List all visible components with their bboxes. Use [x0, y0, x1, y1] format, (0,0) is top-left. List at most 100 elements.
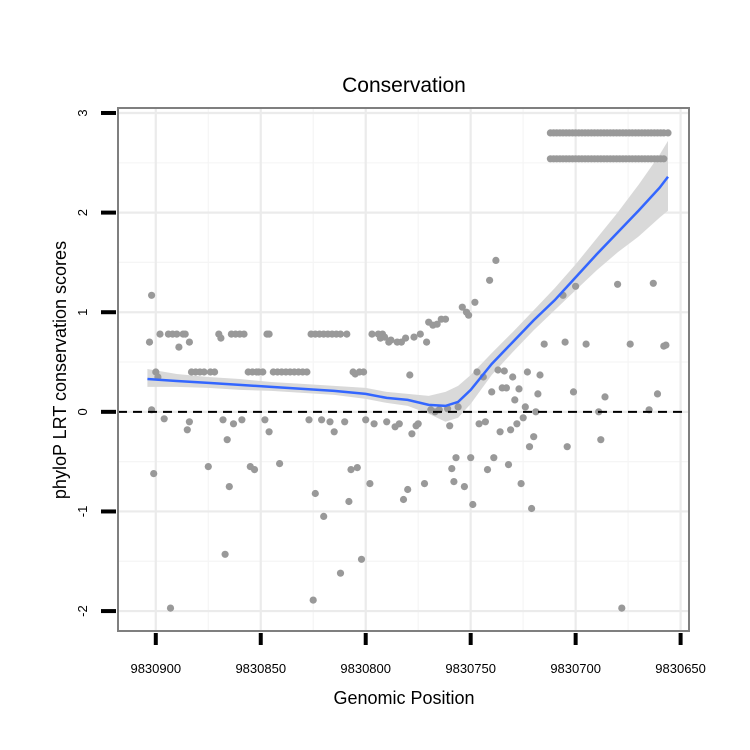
data-point: [347, 466, 355, 474]
data-point: [416, 330, 424, 338]
data-point: [653, 390, 662, 398]
data-point: [597, 436, 605, 444]
data-point: [467, 454, 475, 462]
data-point: [204, 463, 212, 471]
data-point: [326, 418, 334, 426]
data-point: [200, 368, 208, 376]
data-point: [305, 416, 313, 424]
y-tick-label: 1: [75, 309, 90, 316]
data-point: [261, 416, 269, 424]
data-point: [173, 330, 181, 338]
data-point: [223, 436, 231, 444]
data-point: [404, 485, 412, 494]
data-point: [219, 416, 227, 424]
data-point: [450, 478, 458, 486]
data-point: [330, 428, 338, 436]
data-point: [496, 428, 504, 436]
data-point: [469, 500, 477, 509]
smooth-line-group: [147, 175, 669, 408]
data-point: [395, 420, 403, 428]
data-point: [265, 428, 273, 436]
y-tick-label: 2: [75, 209, 90, 216]
y-tick-label: -2: [75, 605, 90, 617]
data-point: [513, 420, 521, 428]
data-point: [166, 604, 175, 612]
data-point: [383, 418, 391, 426]
data-point: [490, 454, 498, 462]
data-point: [238, 416, 246, 424]
data-point: [540, 340, 548, 348]
x-axis: 9830900 9830850 9830800 9830750 9830700 98306…: [130, 633, 706, 676]
data-point: [488, 388, 496, 396]
data-point: [320, 512, 328, 521]
data-point: [353, 464, 361, 472]
data-point: [362, 416, 370, 424]
data-point: [175, 343, 183, 351]
x-tick-label: 9830700: [550, 661, 601, 676]
data-point: [563, 443, 571, 451]
data-point: [534, 390, 542, 398]
confidence-ribbon: [147, 140, 668, 422]
data-point: [345, 497, 353, 506]
chart-title: Conservation: [342, 74, 466, 97]
data-point: [572, 282, 580, 290]
data-point: [569, 388, 578, 396]
data-point: [145, 338, 154, 346]
data-point: [229, 420, 238, 428]
data-point: [433, 320, 441, 328]
data-point: [423, 338, 431, 346]
data-point: [515, 385, 523, 393]
data-point: [481, 418, 489, 426]
data-point: [509, 373, 517, 381]
data-point: [402, 334, 410, 342]
data-point: [360, 368, 368, 376]
smooth-line: [147, 175, 669, 408]
data-point: [662, 341, 670, 349]
data-point: [446, 422, 454, 430]
data-point: [492, 256, 500, 264]
data-point: [410, 333, 418, 341]
data-point: [530, 433, 538, 441]
data-point: [511, 396, 519, 404]
data-point: [343, 330, 351, 338]
data-point: [250, 466, 259, 474]
data-point: [483, 466, 492, 474]
data-point: [528, 504, 536, 513]
data-point: [504, 461, 513, 469]
y-tick-label: -1: [75, 506, 90, 518]
data-point: [649, 279, 657, 287]
data-point: [536, 371, 544, 379]
data-point: [502, 384, 510, 392]
data-point: [181, 330, 189, 338]
data-point: [441, 315, 450, 323]
data-point: [408, 430, 416, 438]
data-point: [148, 291, 156, 299]
data-point: [366, 480, 374, 488]
data-point: [660, 129, 668, 137]
data-point: [217, 334, 225, 342]
data-point: [454, 403, 462, 411]
data-point: [532, 408, 540, 416]
data-point: [486, 276, 494, 284]
data-point: [448, 465, 456, 473]
data-point: [336, 330, 345, 338]
data-point: [221, 550, 229, 558]
data-point: [471, 298, 479, 306]
data-point: [341, 418, 349, 426]
data-point: [150, 470, 158, 478]
x-axis-title: Genomic Position: [333, 688, 474, 708]
data-point: [519, 414, 527, 422]
data-point: [414, 420, 422, 428]
data-point: [494, 366, 502, 374]
data-point: [458, 303, 466, 311]
data-point: [318, 416, 326, 424]
x-tick-label: 9830650: [655, 661, 706, 676]
data-point: [465, 311, 473, 319]
data-point: [517, 480, 525, 488]
data-point: [357, 555, 366, 563]
x-tick-label: 9830750: [445, 661, 496, 676]
data-point: [660, 155, 668, 163]
x-tick-label: 9830800: [340, 661, 391, 676]
data-point: [265, 330, 273, 338]
